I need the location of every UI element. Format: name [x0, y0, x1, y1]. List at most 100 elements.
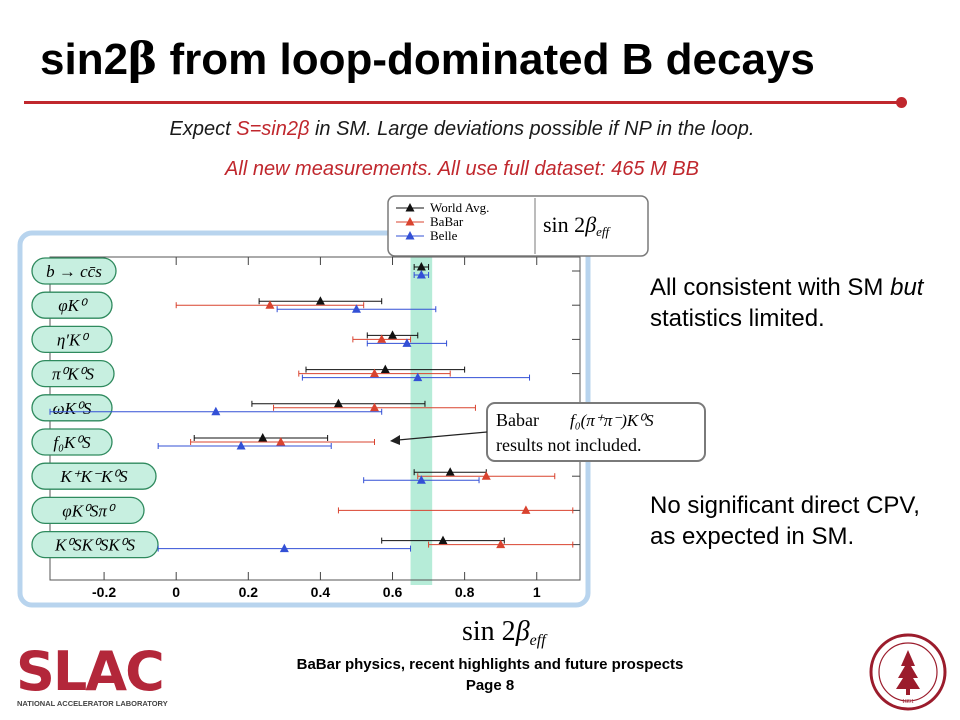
- category-label: ωK⁰S: [31, 394, 113, 422]
- point-marker: [369, 402, 379, 412]
- category-pill: [31, 428, 113, 456]
- data-point: [175, 300, 365, 309]
- category-name: K⁺K⁻K⁰S: [59, 467, 128, 486]
- legend-marker: [405, 231, 415, 240]
- world-average-band: [410, 240, 433, 585]
- data-point: [413, 270, 430, 279]
- footer-title: BaBar physics, recent highlights and fut…: [296, 656, 684, 673]
- data-point: [157, 441, 332, 450]
- category-label: π⁰K⁰S: [31, 359, 115, 388]
- slac-logo-subtext: NATIONAL ACCELERATOR LABORATORY: [17, 699, 168, 708]
- category-name: f₀K⁰S: [53, 433, 91, 452]
- annotation-arrowhead: [390, 435, 400, 445]
- data-point: [251, 398, 426, 408]
- point-marker: [438, 535, 448, 545]
- category-name: ωK⁰S: [53, 399, 92, 418]
- annotation-formula: f₀(π⁺π⁻)K⁰S: [570, 411, 654, 430]
- title-greek: β: [128, 34, 158, 85]
- category-pill: [31, 530, 159, 559]
- point-marker: [377, 334, 387, 343]
- point-marker: [333, 398, 343, 408]
- x-tick-label: -0.2: [92, 584, 116, 600]
- category-pill: [31, 291, 113, 319]
- slac-logo: SLAC NATIONAL ACCELERATOR LABORATORY: [16, 640, 168, 708]
- data-point: [49, 406, 383, 416]
- legend-label: Belle: [430, 228, 458, 243]
- footer: BaBar physics, recent highlights and fut…: [190, 654, 790, 696]
- data-point: [413, 262, 430, 271]
- point-marker: [388, 330, 398, 339]
- data-point: [258, 296, 383, 305]
- annotation-text-2: results not included.: [496, 435, 641, 455]
- point-marker: [413, 372, 423, 382]
- category-label: K⁰SK⁰SK⁰S: [31, 530, 159, 559]
- slac-logo-text: SLAC: [16, 640, 163, 703]
- university-seal: 1891: [869, 633, 947, 711]
- category-pill: [31, 462, 157, 490]
- data-point: [276, 304, 437, 313]
- legend-entry: Belle: [396, 228, 458, 243]
- x-tick-label: 0: [172, 584, 180, 600]
- point-marker: [416, 262, 426, 271]
- legend-label: BaBar: [430, 214, 464, 229]
- point-marker: [416, 475, 426, 484]
- category-label: f₀K⁰S: [31, 428, 113, 456]
- annotation-text-1: Babar: [496, 410, 539, 430]
- point-marker: [416, 270, 426, 279]
- footer-page: Page 8: [465, 677, 515, 694]
- x-tick-label: 0.2: [239, 584, 259, 600]
- data-point: [193, 433, 329, 442]
- data-point: [352, 334, 412, 343]
- annotation-arrow: [397, 431, 488, 441]
- category-label: φK⁰Sπ⁰: [31, 496, 145, 525]
- data-point: [337, 505, 574, 514]
- legend-entry: World Avg.: [396, 200, 489, 215]
- data-point: [366, 330, 419, 339]
- category-name: π⁰K⁰S: [52, 365, 94, 384]
- category-label: η′K⁰: [31, 325, 113, 354]
- category-label: φK⁰: [31, 291, 113, 319]
- point-marker: [369, 368, 379, 378]
- data-point: [363, 475, 480, 484]
- point-marker: [445, 467, 455, 476]
- note-consistency: All consistent with SM but statistics li…: [650, 274, 924, 332]
- page-title: sin2β from loop-dominated B decays: [40, 34, 815, 85]
- x-tick-label: 0.6: [383, 584, 403, 600]
- data-point: [428, 539, 574, 549]
- category-pill: [31, 496, 145, 525]
- subtitle-red-term: S=sin2β: [236, 118, 310, 140]
- x-tick-label: 0.8: [455, 584, 475, 600]
- data-point: [157, 543, 412, 553]
- point-marker: [380, 364, 390, 374]
- category-pill: [31, 359, 115, 388]
- legend-frame: [387, 195, 649, 257]
- category-label: b → cc̄s: [31, 257, 117, 285]
- seal-year: 1891: [902, 699, 914, 705]
- category-name: φK⁰Sπ⁰: [62, 501, 116, 520]
- legend-entry: BaBar: [396, 214, 464, 229]
- data-point: [273, 402, 476, 412]
- point-marker: [236, 441, 246, 450]
- category-name: K⁰SK⁰SK⁰S: [54, 536, 135, 555]
- category-pill: [31, 325, 113, 354]
- data-point: [298, 368, 451, 378]
- point-marker: [279, 543, 289, 553]
- point-marker: [496, 539, 506, 549]
- category-pill: [31, 394, 113, 422]
- point-marker: [211, 406, 221, 416]
- x-axis-label: sin 2βeff: [462, 616, 548, 649]
- point-marker: [265, 300, 275, 309]
- data-point: [381, 535, 505, 545]
- category-label: K⁺K⁻K⁰S: [31, 462, 157, 490]
- data-point: [366, 338, 448, 347]
- category-pill: [31, 257, 117, 285]
- x-tick-label: 1: [533, 584, 541, 600]
- title-underline: [24, 101, 902, 104]
- data-point: [417, 471, 556, 480]
- point-marker: [481, 471, 491, 480]
- annotation-babar-f0: Babar f₀(π⁺π⁻)K⁰S results not included.: [390, 402, 706, 462]
- point-marker: [315, 296, 325, 305]
- data-point: [190, 437, 375, 446]
